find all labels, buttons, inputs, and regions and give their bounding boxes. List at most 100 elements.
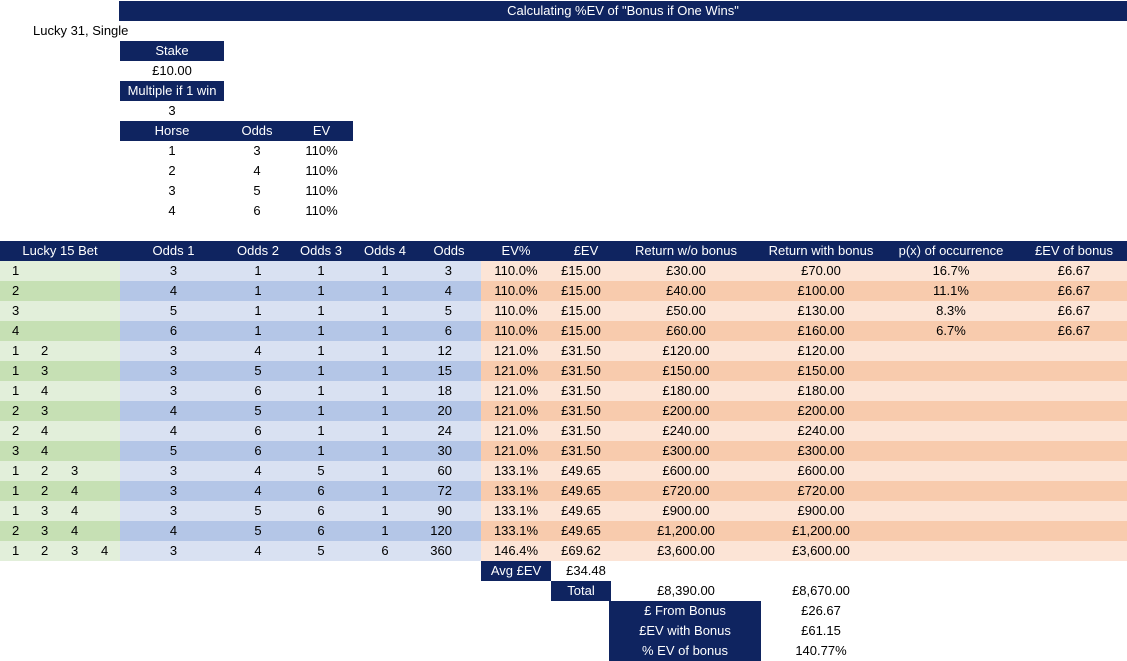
bet-value-cell (1021, 341, 1127, 361)
bet-value-cell: £130.00 (797, 303, 845, 318)
table-row-band (481, 421, 1127, 441)
bet-value-cell: 146.4% (493, 543, 539, 558)
table-row-band (0, 381, 120, 401)
bet-value-cell (881, 381, 1021, 401)
bet-value-cell: 12 (437, 343, 452, 358)
bet-value-cell: 11.1% (933, 283, 969, 298)
table-row-band (481, 281, 1127, 301)
bet-value-cell (1021, 421, 1127, 441)
bet-value-cell: £49.65 (561, 523, 601, 538)
table-row-band (481, 321, 1127, 341)
bet-value-cell: 1 (381, 283, 389, 298)
bets-col-header: Odds (417, 241, 481, 261)
bet-value-cell: £6.67 (1057, 283, 1091, 298)
bet-value-cell (1021, 441, 1127, 461)
bet-selection-cell (41, 261, 65, 281)
bet-value-cell: 4 (169, 423, 178, 438)
bet-value-cell: 5 (444, 303, 452, 318)
bet-selection-cell: 4 (101, 543, 109, 558)
bet-value-cell: 121.0% (493, 383, 539, 398)
bet-value-cell: 20 (437, 403, 452, 418)
ev-col-header: EV (290, 121, 353, 141)
bet-value-cell: £900.00 (797, 503, 845, 518)
bet-value-cell: 1 (381, 263, 389, 278)
table-row-band (0, 441, 120, 461)
table-row-band (120, 301, 481, 321)
bet-value-cell: £240.00 (662, 423, 710, 438)
table-row-band (0, 301, 120, 321)
table-row-band (120, 381, 481, 401)
bet-value-cell: 3 (169, 363, 178, 378)
bet-selection-cell: 2 (41, 463, 49, 478)
multiple-value[interactable]: 3 (168, 103, 176, 118)
stake-label: Stake (120, 41, 224, 61)
bet-value-cell: 5 (317, 543, 325, 558)
horse-table-cell: 110% (305, 143, 338, 158)
bet-selection-cell: 4 (41, 383, 49, 398)
bet-value-cell: £30.00 (666, 263, 706, 278)
bet-value-cell: 72 (437, 483, 452, 498)
bet-value-cell: 3 (169, 503, 178, 518)
from-bonus-label: £ From Bonus (609, 601, 761, 621)
table-row-band (481, 261, 1127, 281)
bet-value-cell (881, 521, 1021, 541)
table-row-band (0, 461, 120, 481)
bet-selection-cell (71, 341, 95, 361)
bet-value-cell (881, 481, 1021, 501)
bet-selection-cell: 4 (41, 443, 49, 458)
table-row-band (481, 441, 1127, 461)
bets-col-header: £EV (551, 241, 621, 261)
bet-value-cell: 5 (254, 523, 262, 538)
bets-col-header: £EV of bonus (1021, 241, 1127, 261)
stake-value[interactable]: £10.00 (152, 63, 192, 78)
bet-value-cell: £70.00 (801, 263, 841, 278)
bet-value-cell (1021, 361, 1127, 381)
bet-value-cell: 6 (317, 503, 325, 518)
bets-col-header: Return w/o bonus (611, 241, 761, 261)
table-row-band (481, 301, 1127, 321)
bet-value-cell: £600.00 (797, 463, 845, 478)
bet-value-cell: £60.00 (666, 323, 706, 338)
table-row-band (0, 541, 120, 561)
odds-col-header: Odds (224, 121, 290, 141)
bet-value-cell: 3 (169, 263, 178, 278)
from-bonus-value: £26.67 (801, 603, 841, 618)
horse-col-header: Horse (120, 121, 224, 141)
bet-selection-cell (41, 321, 65, 341)
table-row-band (120, 361, 481, 381)
table-row-band (120, 501, 481, 521)
bet-value-cell: 1 (381, 503, 389, 518)
bet-value-cell: 133.1% (493, 503, 539, 518)
bet-value-cell: 6 (254, 443, 262, 458)
bet-value-cell: 4 (169, 403, 178, 418)
bet-value-cell: 1 (317, 363, 325, 378)
bet-selection-cell (71, 401, 95, 421)
bet-value-cell (881, 361, 1021, 381)
bet-value-cell: 4 (254, 343, 262, 358)
bet-selection-cell (71, 421, 95, 441)
table-row-band (120, 261, 481, 281)
table-row-band (120, 281, 481, 301)
bets-col-header: Odds 4 (353, 241, 417, 261)
bet-selection-cell: 4 (71, 503, 79, 518)
bet-value-cell: 24 (437, 423, 452, 438)
bet-value-cell: £31.50 (561, 363, 601, 378)
bet-value-cell: £15.00 (561, 263, 601, 278)
bet-value-cell: £3,600.00 (657, 543, 715, 558)
bet-value-cell: 3 (169, 343, 178, 358)
bet-value-cell: 1 (254, 283, 262, 298)
bet-value-cell: 120 (430, 523, 452, 538)
bet-selection-cell: 1 (12, 463, 20, 478)
bet-value-cell (881, 441, 1021, 461)
bet-selection-cell: 1 (12, 363, 20, 378)
pct-ev-of-bonus-label: % EV of bonus (609, 641, 761, 661)
bet-value-cell: £6.67 (1057, 323, 1091, 338)
bet-value-cell: 8.3% (936, 303, 966, 318)
bet-value-cell: 1 (381, 303, 389, 318)
bet-value-cell: 90 (437, 503, 452, 518)
bet-value-cell: 4 (169, 523, 178, 538)
bet-value-cell: £180.00 (662, 383, 710, 398)
bet-value-cell (881, 421, 1021, 441)
bet-selection-cell: 3 (12, 443, 20, 458)
bet-value-cell: £3,600.00 (792, 543, 850, 558)
